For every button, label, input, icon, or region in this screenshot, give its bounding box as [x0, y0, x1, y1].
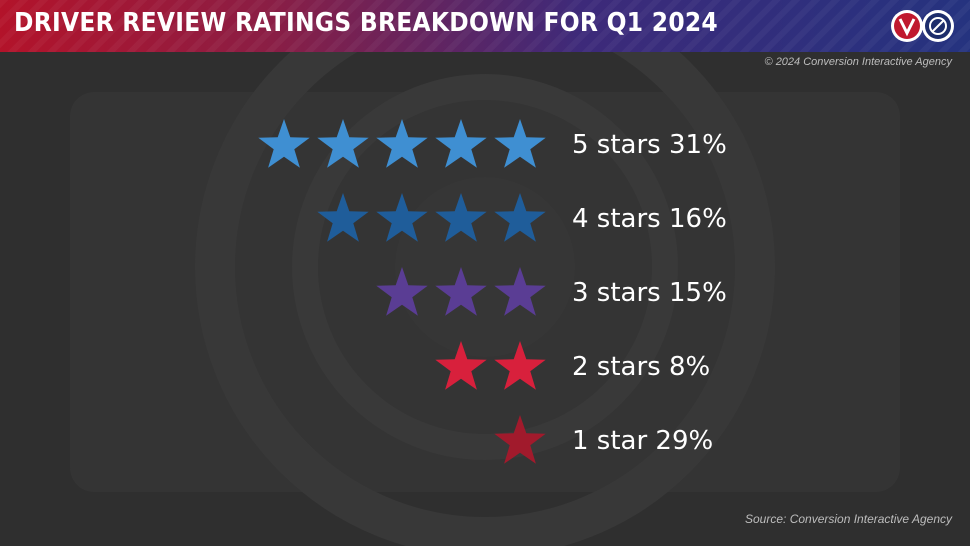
star-icon — [494, 193, 546, 242]
rating-label: 4 stars 16% — [572, 204, 727, 234]
rating-label: 1 star 29% — [572, 426, 714, 456]
brand-logos — [891, 10, 954, 42]
rating-label: 5 stars 31% — [572, 130, 727, 160]
copyright-text: © 2024 Conversion Interactive Agency — [764, 56, 952, 68]
rating-label: 2 stars 8% — [572, 352, 711, 382]
blue-circle-logo-icon — [922, 10, 954, 42]
red-circle-logo-icon — [891, 10, 923, 42]
star-icon — [435, 341, 487, 390]
star-icon — [494, 341, 546, 390]
star-icon — [494, 267, 546, 316]
star-icon — [435, 267, 487, 316]
star-icon — [376, 267, 428, 316]
rating-label: 3 stars 15% — [572, 278, 727, 308]
star-icon — [435, 119, 487, 168]
header-banner: DRIVER REVIEW RATINGS BREAKDOWN FOR Q1 2… — [0, 0, 970, 52]
source-text: Source: Conversion Interactive Agency — [745, 512, 952, 526]
star-icon — [494, 415, 546, 464]
star-icon — [435, 193, 487, 242]
page-title: DRIVER REVIEW RATINGS BREAKDOWN FOR Q1 2… — [14, 8, 718, 38]
star-icon — [376, 119, 428, 168]
star-icon — [376, 193, 428, 242]
star-icon — [258, 119, 310, 168]
star-icon — [317, 193, 369, 242]
star-icon — [494, 119, 546, 168]
background-watermark — [70, 52, 900, 546]
star-icon — [317, 119, 369, 168]
